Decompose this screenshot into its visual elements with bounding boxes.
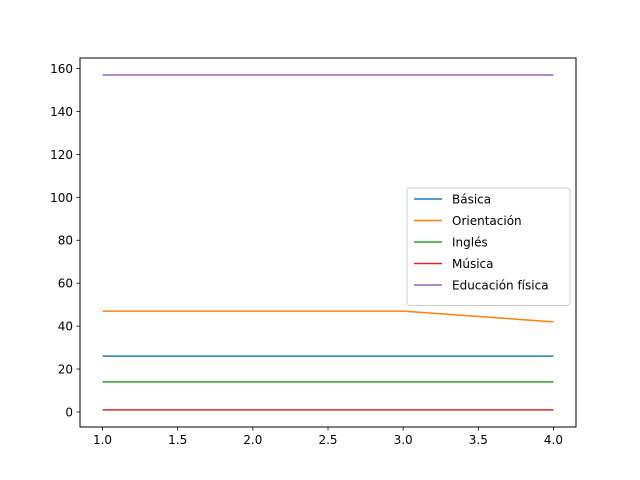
legend: Básica Orientación Inglés Música Educación f… (406, 187, 571, 306)
legend-label-1: Orientación (452, 214, 522, 228)
legend-label-0: Básica (452, 193, 491, 207)
x-tick-label: 3.5 (469, 433, 488, 447)
legend-box (406, 187, 571, 306)
x-tick-label: 2.0 (243, 433, 262, 447)
y-tick-label: 40 (58, 320, 73, 334)
legend-label-3: Música (452, 257, 494, 271)
y-axis: 0 20 40 60 80 100 120 140 160 (50, 62, 80, 419)
x-axis: 1.0 1.5 2.0 2.5 3.0 3.5 4.0 (93, 427, 563, 447)
series-layer (102, 74, 554, 411)
legend-label-2: Inglés (452, 236, 488, 250)
y-tick-label: 160 (50, 62, 73, 76)
y-tick-label: 100 (50, 191, 73, 205)
y-tick-label: 120 (50, 148, 73, 162)
y-tick-label: 140 (50, 105, 73, 119)
x-tick-label: 1.5 (168, 433, 187, 447)
y-tick-label: 60 (58, 277, 73, 291)
x-tick-label: 2.5 (318, 433, 337, 447)
x-tick-label: 1.0 (93, 433, 112, 447)
series-line-1 (102, 310, 554, 323)
x-tick-label: 3.0 (394, 433, 413, 447)
y-tick-label: 0 (65, 405, 73, 419)
x-tick-label: 4.0 (544, 433, 563, 447)
legend-label-4: Educación física (452, 279, 549, 293)
y-tick-label: 80 (58, 234, 73, 248)
y-tick-label: 20 (58, 363, 73, 377)
